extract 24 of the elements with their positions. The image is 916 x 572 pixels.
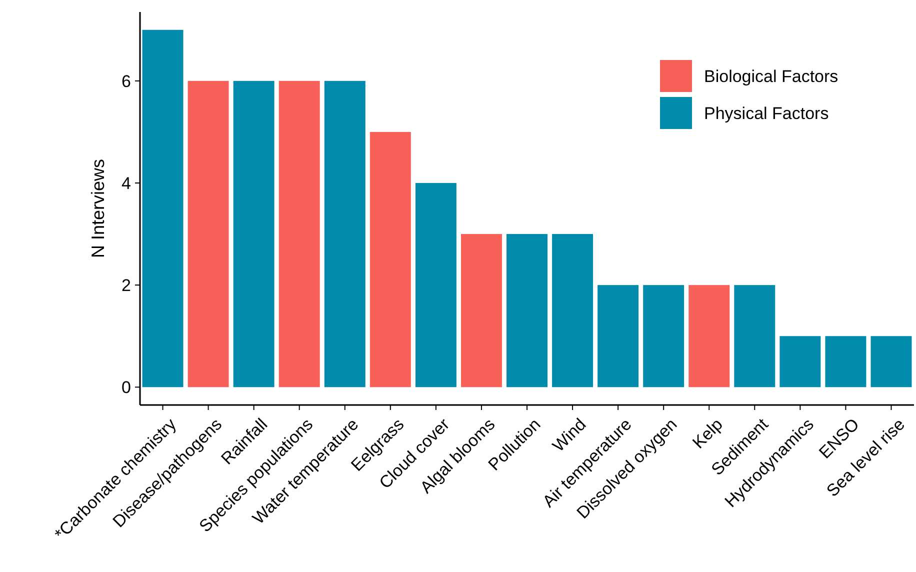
y-tick-label: 2: [122, 276, 131, 296]
bar: [415, 182, 456, 388]
bar: [552, 234, 594, 388]
bar: [278, 80, 320, 388]
bar: [688, 285, 730, 388]
bar: [734, 285, 776, 388]
bar: [643, 285, 684, 388]
bar: [460, 234, 502, 388]
bar: [506, 234, 548, 388]
legend-label: Biological Factors: [704, 66, 838, 86]
bar: [233, 80, 274, 388]
bar: [825, 336, 866, 388]
bar: [324, 80, 366, 388]
y-axis-title: N Interviews: [88, 158, 108, 258]
y-tick-label: 0: [122, 378, 131, 398]
legend-label: Physical Factors: [704, 104, 829, 123]
y-tick-label: 6: [122, 72, 131, 91]
bar: [870, 336, 912, 388]
bar: [598, 285, 639, 388]
bar: [370, 132, 411, 388]
bar: [188, 80, 229, 388]
bar: [142, 30, 184, 388]
bar: [780, 336, 821, 388]
y-tick-label: 4: [122, 174, 131, 193]
